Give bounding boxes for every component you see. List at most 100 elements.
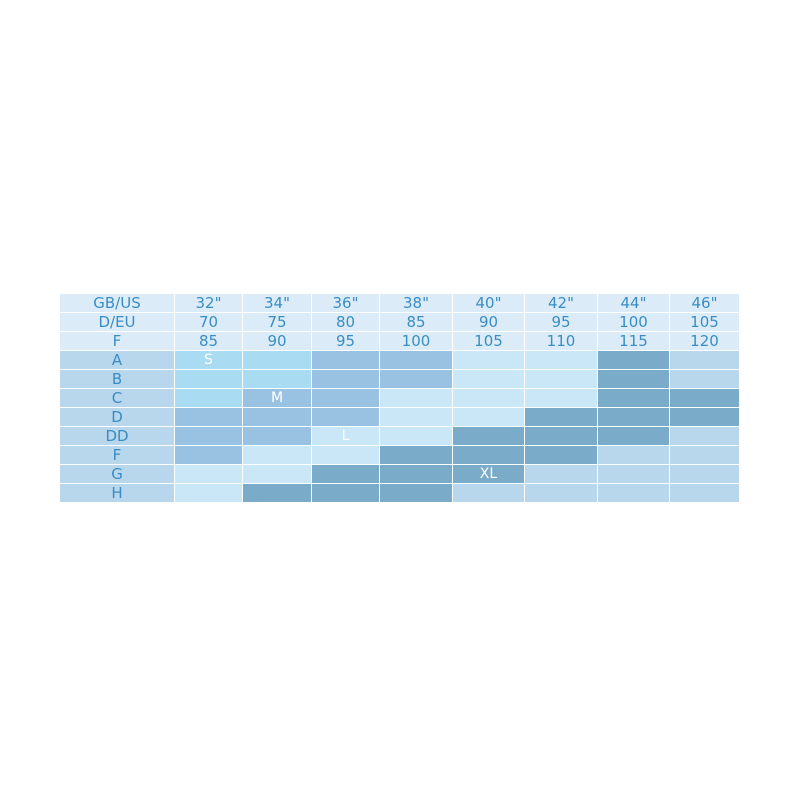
band-size-cell: 100: [597, 312, 670, 332]
size-cell: [311, 445, 380, 465]
cup-label: F: [59, 445, 175, 465]
size-cell: [379, 407, 453, 427]
size-cell: [452, 483, 525, 503]
band-size-cell: 110: [524, 331, 598, 351]
cup-row: G XL: [59, 464, 740, 484]
size-cell: [669, 369, 740, 389]
size-cell: [379, 483, 453, 503]
size-cell: [174, 369, 243, 389]
size-cell: [311, 350, 380, 370]
size-cell: [311, 483, 380, 503]
size-cell: [524, 426, 598, 446]
size-cell: [524, 388, 598, 408]
size-cell: [379, 369, 453, 389]
header-row-label: F: [59, 331, 175, 351]
cup-label: H: [59, 483, 175, 503]
size-cell: [597, 426, 670, 446]
size-cell: [524, 369, 598, 389]
size-cell: [597, 369, 670, 389]
size-cell: [174, 426, 243, 446]
band-size-cell: 38": [379, 293, 453, 313]
size-cell: [597, 350, 670, 370]
bra-size-chart: GB/US 32" 34" 36" 38" 40" 42" 44" 46" D/EU 70 75 80 8…: [59, 293, 740, 503]
band-size-cell: 90: [452, 312, 525, 332]
size-cell: [242, 464, 312, 484]
size-cell: [597, 445, 670, 465]
size-cell: [597, 407, 670, 427]
size-cell: [597, 483, 670, 503]
band-size-cell: 46": [669, 293, 740, 313]
band-size-cell: 90: [242, 331, 312, 351]
size-cell: [311, 369, 380, 389]
cup-label: G: [59, 464, 175, 484]
size-cell: [597, 388, 670, 408]
size-label-cell: S: [174, 350, 243, 370]
band-size-cell: 100: [379, 331, 453, 351]
band-size-cell: 36": [311, 293, 380, 313]
size-cell: [524, 350, 598, 370]
size-label-cell: L: [311, 426, 380, 446]
band-size-cell: 42": [524, 293, 598, 313]
size-cell: [669, 426, 740, 446]
size-cell: [669, 407, 740, 427]
cup-row: B: [59, 369, 740, 389]
size-cell: [379, 350, 453, 370]
size-cell: [242, 407, 312, 427]
band-size-cell: 105: [452, 331, 525, 351]
header-row: D/EU 70 75 80 85 90 95 100 105: [59, 312, 740, 332]
size-cell: [669, 350, 740, 370]
cup-label: C: [59, 388, 175, 408]
size-cell: [174, 407, 243, 427]
size-label-cell: M: [242, 388, 312, 408]
size-cell: [452, 388, 525, 408]
size-cell: [311, 407, 380, 427]
size-cell: [174, 483, 243, 503]
size-cell: [452, 426, 525, 446]
band-size-cell: 34": [242, 293, 312, 313]
size-cell: [524, 464, 598, 484]
header-row: F 85 90 95 100 105 110 115 120: [59, 331, 740, 351]
size-cell: [524, 445, 598, 465]
cup-row: DD L: [59, 426, 740, 446]
chart-body: GB/US 32" 34" 36" 38" 40" 42" 44" 46" D/EU 70 75 80 8…: [59, 293, 740, 503]
header-row: GB/US 32" 34" 36" 38" 40" 42" 44" 46": [59, 293, 740, 313]
size-cell: [452, 407, 525, 427]
cup-label: D: [59, 407, 175, 427]
size-cell: [311, 464, 380, 484]
band-size-cell: 105: [669, 312, 740, 332]
cup-label: DD: [59, 426, 175, 446]
size-cell: [379, 445, 453, 465]
size-cell: [311, 388, 380, 408]
size-cell: [597, 464, 670, 484]
band-size-cell: 75: [242, 312, 312, 332]
size-cell: [669, 445, 740, 465]
size-cell: [174, 445, 243, 465]
size-cell: [242, 369, 312, 389]
cup-label: B: [59, 369, 175, 389]
size-cell: [669, 464, 740, 484]
size-cell: [669, 483, 740, 503]
cup-row: F: [59, 445, 740, 465]
size-cell: [379, 426, 453, 446]
band-size-cell: 95: [311, 331, 380, 351]
size-cell: [669, 388, 740, 408]
band-size-cell: 85: [379, 312, 453, 332]
header-row-label: D/EU: [59, 312, 175, 332]
band-size-cell: 85: [174, 331, 243, 351]
size-label-cell: XL: [452, 464, 525, 484]
band-size-cell: 70: [174, 312, 243, 332]
header-row-label: GB/US: [59, 293, 175, 313]
size-cell: [242, 350, 312, 370]
band-size-cell: 95: [524, 312, 598, 332]
size-cell: [452, 445, 525, 465]
cup-row: H: [59, 483, 740, 503]
size-cell: [452, 369, 525, 389]
cup-row: D: [59, 407, 740, 427]
band-size-cell: 120: [669, 331, 740, 351]
size-cell: [242, 483, 312, 503]
size-cell: [242, 445, 312, 465]
cup-label: A: [59, 350, 175, 370]
size-cell: [379, 464, 453, 484]
